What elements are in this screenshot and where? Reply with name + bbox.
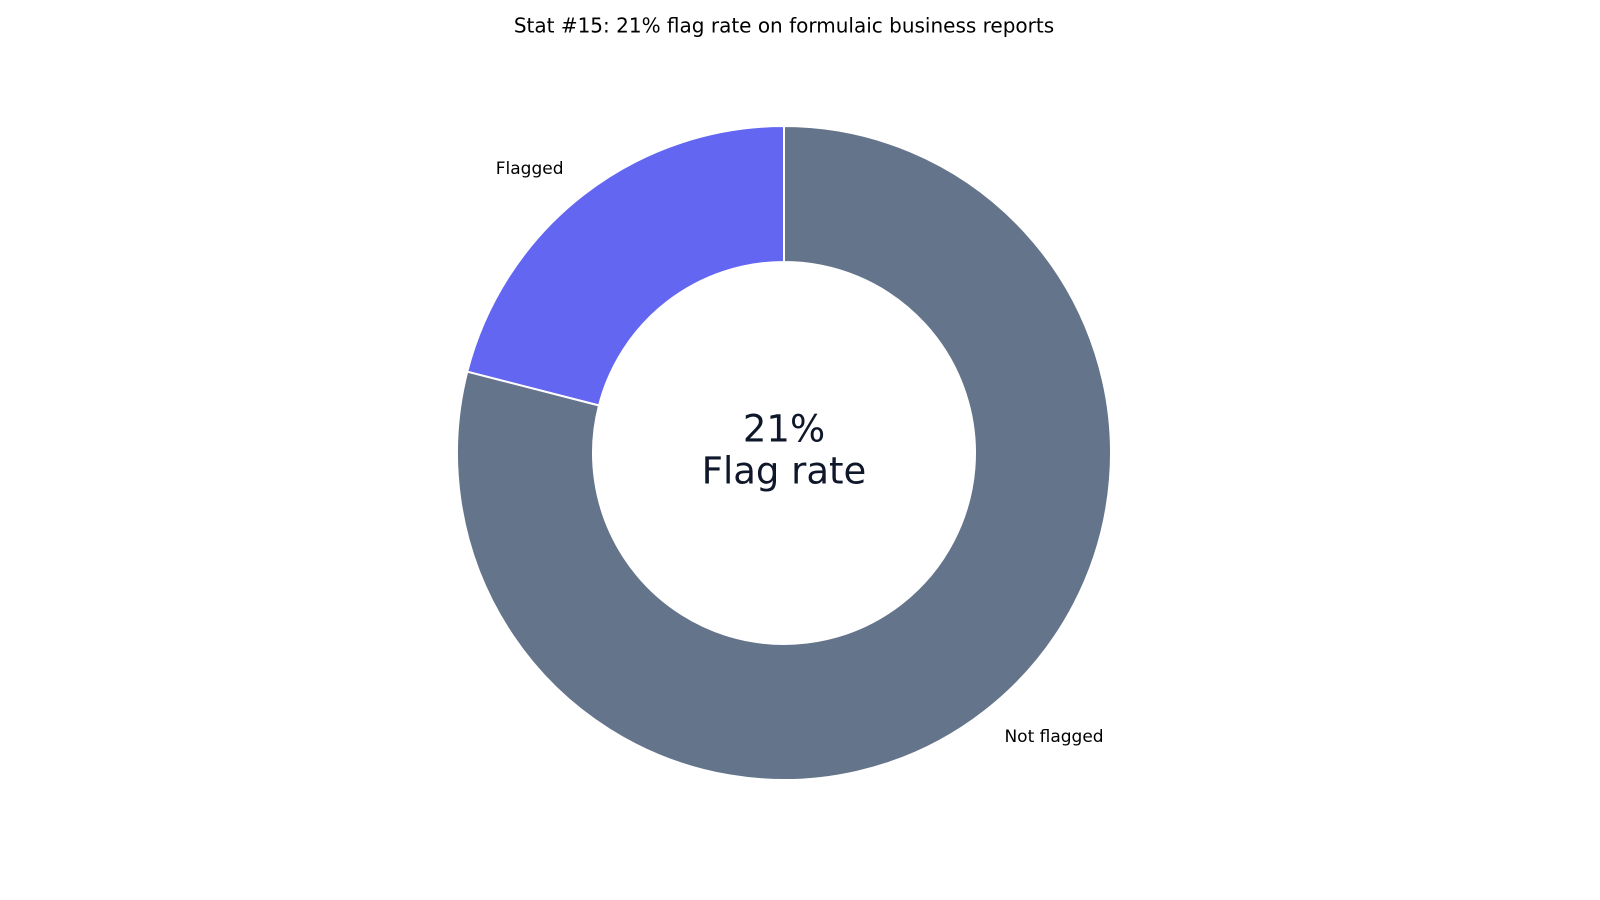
chart-title: Stat #15: 21% flag rate on formulaic bus… (514, 14, 1054, 38)
donut-slice (456, 124, 1112, 781)
slice-label: Not flagged (1004, 727, 1103, 747)
center-subtext: Flag rate (702, 450, 867, 493)
donut-slice (466, 124, 785, 407)
center-text: 21% (743, 408, 825, 451)
slice-label: Flagged (496, 159, 564, 179)
